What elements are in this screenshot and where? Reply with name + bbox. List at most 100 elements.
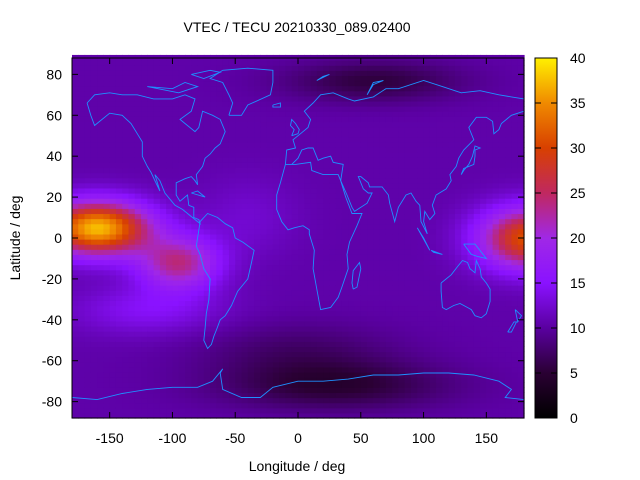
heatmap-cell (404, 223, 412, 230)
heatmap-cell (498, 392, 506, 399)
heatmap-cell (72, 371, 79, 378)
heatmap-cell (423, 193, 431, 199)
heatmap-cell (247, 157, 255, 163)
heatmap-cell (115, 361, 123, 368)
heatmap-cell (115, 366, 123, 373)
heatmap-cell (323, 341, 330, 348)
heatmap-cell (354, 407, 362, 414)
heatmap-cell (153, 126, 161, 133)
heatmap-cell (185, 387, 192, 394)
heatmap-cell (216, 239, 224, 245)
heatmap-cell (128, 95, 136, 102)
heatmap-cell (398, 121, 406, 128)
heatmap-cell (210, 233, 217, 240)
heatmap-cell (335, 162, 343, 169)
heatmap-cell (492, 193, 500, 199)
heatmap-cell (335, 254, 343, 261)
heatmap-cell (354, 295, 362, 301)
heatmap-cell (254, 361, 261, 368)
heatmap-cell (210, 407, 217, 414)
heatmap-cell (310, 274, 318, 281)
heatmap-cell (216, 167, 224, 174)
heatmap-cell (178, 75, 186, 82)
heatmap-cell (285, 377, 293, 383)
heatmap-cell (360, 382, 368, 388)
heatmap-cell (392, 193, 400, 199)
heatmap-cell (178, 382, 186, 388)
heatmap-cell (379, 65, 387, 71)
heatmap-cell (454, 346, 462, 353)
heatmap-cell (147, 116, 155, 123)
heatmap-cell (122, 336, 130, 342)
heatmap-cell (379, 157, 387, 163)
heatmap-cell (153, 233, 161, 240)
heatmap-cell (505, 228, 513, 235)
heatmap-cell (417, 70, 425, 76)
heatmap-cell (254, 60, 261, 66)
heatmap-cell (172, 341, 180, 348)
heatmap-cell (216, 100, 224, 107)
heatmap-cell (329, 162, 337, 169)
heatmap-cell (235, 218, 243, 225)
heatmap-cell (473, 387, 481, 394)
heatmap-cell (467, 167, 475, 174)
heatmap-cell (222, 233, 230, 240)
heatmap-cell (159, 371, 167, 378)
heatmap-cell (442, 152, 450, 158)
heatmap-cell (498, 382, 506, 388)
heatmap-cell (247, 346, 255, 353)
heatmap-cell (153, 65, 161, 71)
heatmap-cell (122, 310, 130, 317)
heatmap-cell (72, 259, 79, 266)
heatmap-cell (411, 310, 418, 317)
heatmap-cell (341, 269, 349, 276)
heatmap-cell (429, 320, 437, 327)
heatmap-cell (235, 136, 243, 143)
heatmap-cell (241, 208, 249, 215)
heatmap-cell (78, 141, 86, 148)
heatmap-cell (379, 305, 387, 312)
heatmap-cell (109, 121, 117, 128)
heatmap-cell (348, 361, 356, 368)
heatmap-cell (260, 70, 268, 76)
heatmap-cell (153, 402, 161, 409)
heatmap-cell (285, 351, 293, 358)
heatmap-cell (203, 315, 211, 322)
heatmap-cell (109, 136, 117, 143)
heatmap-cell (172, 131, 180, 138)
heatmap-cell (423, 392, 431, 399)
heatmap-cell (216, 402, 224, 409)
heatmap-cell (429, 397, 437, 404)
heatmap-cell (90, 264, 98, 271)
heatmap-cell (498, 90, 506, 97)
heatmap-cell (411, 407, 418, 414)
heatmap-cell (266, 392, 274, 399)
heatmap-cell (203, 392, 211, 399)
heatmap-cell (128, 70, 136, 76)
heatmap-cell (411, 141, 418, 148)
heatmap-cell (216, 269, 224, 276)
heatmap-cell (272, 305, 280, 312)
heatmap-cell (228, 111, 236, 117)
heatmap-cell (203, 239, 211, 245)
heatmap-cell (247, 182, 255, 189)
heatmap-cell (166, 361, 174, 368)
heatmap-cell (285, 290, 293, 296)
heatmap-cell (122, 244, 130, 250)
heatmap-cell (492, 279, 500, 286)
heatmap-cell (423, 60, 431, 66)
heatmap-cell (266, 402, 274, 409)
heatmap-cell (442, 305, 450, 312)
heatmap-cell (210, 131, 217, 138)
heatmap-cell (191, 208, 199, 215)
heatmap-cell (191, 371, 199, 378)
heatmap-cell (304, 295, 312, 301)
heatmap-cell (210, 336, 217, 342)
heatmap-cell (335, 100, 343, 107)
heatmap-cell (480, 356, 487, 363)
heatmap-cell (511, 305, 519, 312)
heatmap-cell (329, 254, 337, 261)
heatmap-cell (304, 126, 312, 133)
heatmap-cell (423, 351, 431, 358)
heatmap-cell (122, 300, 130, 307)
